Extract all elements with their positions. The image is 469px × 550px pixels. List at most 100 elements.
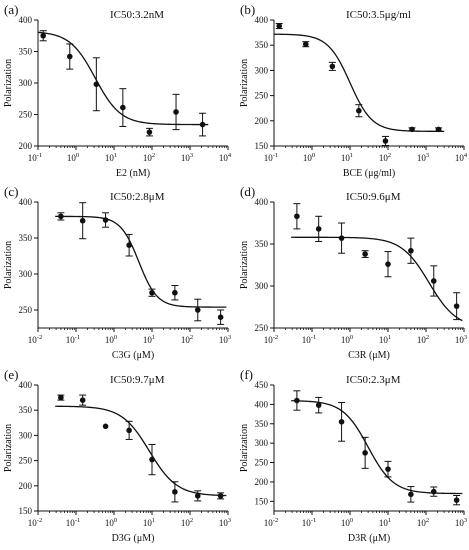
x-tick-label: 101: [341, 152, 353, 163]
y-axis-title: Polarization: [239, 59, 250, 107]
x-tick-label: 100: [67, 152, 79, 163]
y-tick-label: 300: [255, 438, 269, 448]
x-tick-exponent: 0: [114, 517, 117, 524]
fit-curve: [55, 215, 227, 308]
x-tick-exponent: 1: [114, 152, 117, 159]
x-tick-exponent: 3: [228, 517, 231, 524]
x-tick-label: 10-1: [66, 334, 80, 345]
x-tick-label: 103: [455, 334, 467, 345]
x-tick-label: 103: [219, 334, 231, 345]
x-tick-exponent: -1: [311, 334, 316, 341]
x-tick-exponent: 2: [426, 334, 429, 341]
x-tick-label: 102: [417, 334, 429, 345]
x-tick-exponent: -1: [273, 152, 278, 159]
x-tick-exponent: 2: [190, 334, 193, 341]
x-tick-label: 102: [181, 334, 193, 345]
data-point: [408, 247, 414, 254]
x-tick-label: 10-1: [28, 152, 42, 163]
x-tick-label: 10-2: [264, 517, 278, 528]
y-axis-title: Polarization: [3, 59, 14, 107]
fit-curve: [291, 236, 463, 322]
y-tick-label: 200: [19, 141, 33, 151]
data-point: [217, 493, 224, 499]
y-tick-label: 350: [19, 405, 33, 415]
x-tick-label: 104: [455, 152, 468, 163]
data-point: [217, 314, 224, 320]
x-tick-exponent: 0: [350, 517, 353, 524]
x-tick-exponent: -1: [75, 517, 80, 524]
data-point: [385, 466, 391, 472]
x-tick-label: 102: [143, 152, 155, 163]
fit-curve: [291, 400, 463, 495]
x-tick-exponent: 0: [312, 152, 315, 159]
y-tick-label: 250: [19, 110, 33, 120]
panel-label: (b): [240, 2, 255, 17]
ic50-annotation: IC50:9.7μM: [110, 374, 165, 386]
x-tick-label: 100: [105, 334, 117, 345]
x-tick-exponent: 0: [350, 334, 353, 341]
data-point: [102, 217, 109, 223]
x-tick-exponent: -2: [273, 334, 278, 341]
y-tick-label: 350: [255, 239, 269, 249]
x-tick-exponent: 1: [388, 334, 391, 341]
data-point: [58, 213, 64, 220]
data-point: [194, 307, 201, 313]
x-tick-label: 102: [379, 152, 391, 163]
data-point: [93, 81, 100, 88]
x-tick-label: 103: [455, 517, 467, 528]
x-tick-exponent: 2: [190, 517, 193, 524]
x-tick-label: 10-1: [264, 152, 278, 163]
y-tick-label: 300: [255, 65, 269, 75]
y-tick-label: 300: [255, 281, 269, 291]
x-tick-label: 10-2: [28, 334, 42, 345]
y-tick-label: 400: [19, 380, 33, 390]
x-tick-exponent: 3: [464, 517, 467, 524]
y-tick-label: 350: [255, 419, 269, 429]
x-tick-exponent: 3: [464, 334, 467, 341]
data-point: [408, 491, 414, 498]
y-tick-label: 400: [19, 197, 33, 207]
x-tick-exponent: 2: [388, 152, 391, 159]
data-point: [430, 488, 437, 495]
panel-label: (f): [240, 367, 253, 382]
x-tick-exponent: 4: [228, 152, 232, 159]
x-tick-exponent: -2: [273, 517, 278, 524]
x-tick-label: 10-1: [302, 517, 316, 528]
x-axis-title: D3R (μM): [348, 533, 390, 544]
x-tick-label: 100: [341, 517, 353, 528]
ic50-annotation: IC50:2.3μM: [346, 374, 401, 386]
data-point: [294, 397, 300, 404]
x-tick-label: 101: [143, 517, 155, 528]
data-point: [329, 63, 336, 70]
y-tick-label: 350: [19, 233, 33, 243]
data-point: [338, 419, 345, 425]
x-axis-title: D3G (μM): [112, 533, 155, 544]
x-tick-exponent: 1: [388, 517, 391, 524]
data-point: [126, 427, 132, 434]
x-tick-exponent: -1: [311, 517, 316, 524]
x-tick-label: 10-2: [28, 517, 42, 528]
y-tick-label: 350: [255, 40, 269, 50]
data-point: [126, 242, 132, 248]
data-point: [149, 456, 155, 463]
data-point: [79, 397, 86, 403]
y-tick-label: 300: [19, 269, 33, 279]
ic50-annotation: IC50:2.8μM: [110, 191, 165, 203]
fit-curve: [55, 405, 227, 497]
data-point: [302, 41, 309, 47]
y-tick-label: 250: [19, 456, 33, 466]
x-tick-exponent: -1: [75, 334, 80, 341]
data-point: [66, 53, 73, 60]
y-tick-label: 150: [255, 496, 269, 506]
y-axis-title: Polarization: [239, 241, 250, 289]
data-point: [382, 138, 389, 144]
y-tick-label: 400: [255, 197, 269, 207]
x-axis-title: C3R (μM): [348, 350, 390, 361]
data-point: [146, 129, 153, 135]
data-point: [315, 226, 322, 232]
data-point: [453, 303, 460, 309]
x-tick-label: 101: [143, 334, 155, 345]
